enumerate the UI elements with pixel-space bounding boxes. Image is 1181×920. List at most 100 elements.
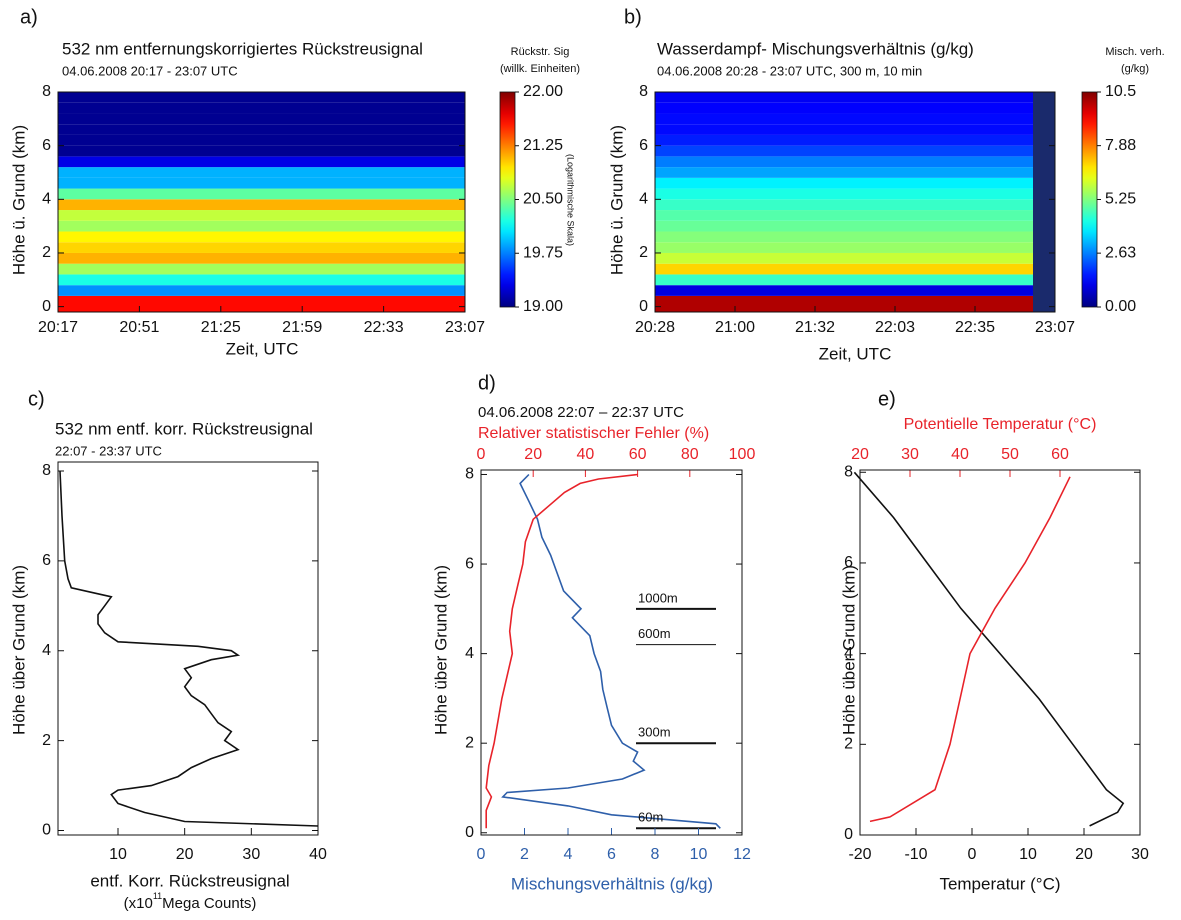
plot-frame <box>480 469 743 836</box>
y-tick-label: 0 <box>42 822 51 839</box>
y-tick-label: 4 <box>844 645 853 662</box>
x-axis-label: Mischungsverhältnis (g/kg) <box>511 874 713 893</box>
colorbar-tick-label: 5.25 <box>1105 191 1136 208</box>
x2-tick-label: 20 <box>851 446 869 463</box>
panel-label: d) <box>478 372 496 394</box>
x-axis-label: Zeit, UTC <box>819 344 892 363</box>
y-tick-label: 8 <box>42 83 51 100</box>
heatmap-row <box>655 102 1055 114</box>
y-tick-label: 0 <box>42 298 51 315</box>
colorbar-title: Rückstr. Sig <box>511 46 570 58</box>
heatmap-row <box>655 113 1055 125</box>
y-tick-label: 0 <box>844 826 853 843</box>
heatmap-row <box>58 231 465 243</box>
heatmap-row <box>655 177 1055 189</box>
heatmap-row <box>655 210 1055 221</box>
heatmap-row <box>655 134 1055 146</box>
panel-label: b) <box>624 6 642 28</box>
heatmap-row <box>655 145 1055 157</box>
plot-frame <box>859 469 1141 836</box>
profile-line <box>59 470 319 827</box>
heatmap-row <box>58 167 465 178</box>
colorbar-title: (g/kg) <box>1121 63 1149 75</box>
x-axis-label: Zeit, UTC <box>226 339 299 358</box>
y-tick-label: 2 <box>42 244 51 261</box>
x2-tick-label: 0 <box>477 446 486 463</box>
y-tick-label: 6 <box>42 552 51 569</box>
label-part: 11 <box>153 891 162 901</box>
x2-tick-label: 60 <box>1051 446 1069 463</box>
profile-line <box>501 473 721 829</box>
heatmap-row <box>58 220 465 232</box>
colorbar-tick-label: 20.50 <box>523 191 563 208</box>
x-tick-label: 20 <box>1075 846 1093 863</box>
heatmap-row <box>655 188 1055 200</box>
x-tick-label: -20 <box>848 846 871 863</box>
y-tick-label: 8 <box>639 83 648 100</box>
heatmap-row <box>58 188 465 200</box>
y-axis-label: Höhe über Grund (km) <box>839 565 858 735</box>
heatmap-row <box>58 199 465 211</box>
plot-frame <box>57 461 319 836</box>
heatmap-row <box>58 145 465 157</box>
y-tick-label: 2 <box>639 244 648 261</box>
x2-tick-label: 20 <box>524 446 542 463</box>
colorbar-tick-label: 19.00 <box>523 298 563 315</box>
y-tick-label: 6 <box>639 137 648 154</box>
x2-tick-label: 40 <box>577 446 595 463</box>
heatmap-row <box>58 210 465 221</box>
x2-tick-label: 50 <box>1001 446 1019 463</box>
colorbar-tick-label: 10.5 <box>1105 83 1136 100</box>
plot-frame <box>654 91 1056 313</box>
heatmap-row <box>58 263 465 275</box>
y-tick-label: 6 <box>42 137 51 154</box>
chart-title: 532 nm entf. korr. Rückstreusignal <box>55 419 313 438</box>
panel-label: e) <box>878 388 896 410</box>
x-tick-label: 23:07 <box>1035 319 1075 336</box>
x-tick-label: 6 <box>607 846 616 863</box>
heatmap-row <box>655 167 1055 178</box>
colorbar-tick-label: 22.00 <box>523 83 563 100</box>
x-axis-label: entf. Korr. Rückstreusignal <box>90 871 289 890</box>
x2-axis-label: Relativer statistischer Fehler (%) <box>478 425 709 442</box>
x-tick-label: -10 <box>904 846 927 863</box>
reference-label: 1000m <box>638 590 678 605</box>
colorbar-tick-label: 2.63 <box>1105 244 1136 261</box>
x-axis-label-line2: (x1011Mega Counts) <box>124 891 257 912</box>
colorbar-tick-label: 21.25 <box>523 137 563 154</box>
x-tick-label: 22:35 <box>955 319 995 336</box>
y-tick-label: 4 <box>465 645 474 662</box>
y-axis-label: Höhe über Grund (km) <box>9 565 28 735</box>
heatmap-row <box>655 242 1055 253</box>
x-tick-label: 22:33 <box>364 319 404 336</box>
y-tick-label: 6 <box>844 554 853 571</box>
chart-subtitle: 04.06.2008 22:07 – 22:37 UTC <box>478 404 684 421</box>
x-tick-label: 4 <box>564 846 573 863</box>
chart-title: Wasserdampf- Mischungsverhältnis (g/kg) <box>657 39 974 58</box>
heatmap-row <box>58 242 465 253</box>
reference-label: 300m <box>638 725 671 740</box>
heatmap-row <box>58 177 465 189</box>
reference-label: 60m <box>638 810 663 825</box>
y-tick-label: 4 <box>639 191 648 208</box>
heatmap-row <box>58 156 465 168</box>
y-tick-label: 4 <box>42 191 51 208</box>
x-tick-label: 21:25 <box>201 319 241 336</box>
x-tick-label: 30 <box>242 846 260 863</box>
chart-title: 532 nm entfernungskorrigiertes Rückstreu… <box>62 39 423 58</box>
y-tick-label: 0 <box>639 298 648 315</box>
colorbar-note: (Logarithmische Skala) <box>566 154 576 246</box>
x2-axis-label: Potentielle Temperatur (°C) <box>904 416 1097 433</box>
heatmap-row <box>58 295 465 312</box>
x-tick-label: 10 <box>109 846 127 863</box>
chart-subtitle: 04.06.2008 20:28 - 23:07 UTC, 300 m, 10 … <box>657 63 922 78</box>
heatmap-row <box>655 220 1055 232</box>
y-tick-label: 2 <box>844 736 853 753</box>
y-tick-label: 2 <box>465 734 474 751</box>
reference-label: 600m <box>638 626 671 641</box>
colorbar-title: (willk. Einheiten) <box>500 63 580 75</box>
heatmap-row <box>655 92 1055 103</box>
heatmap-row <box>655 124 1055 135</box>
heatmap-row <box>58 92 465 103</box>
x2-tick-label: 80 <box>681 446 699 463</box>
